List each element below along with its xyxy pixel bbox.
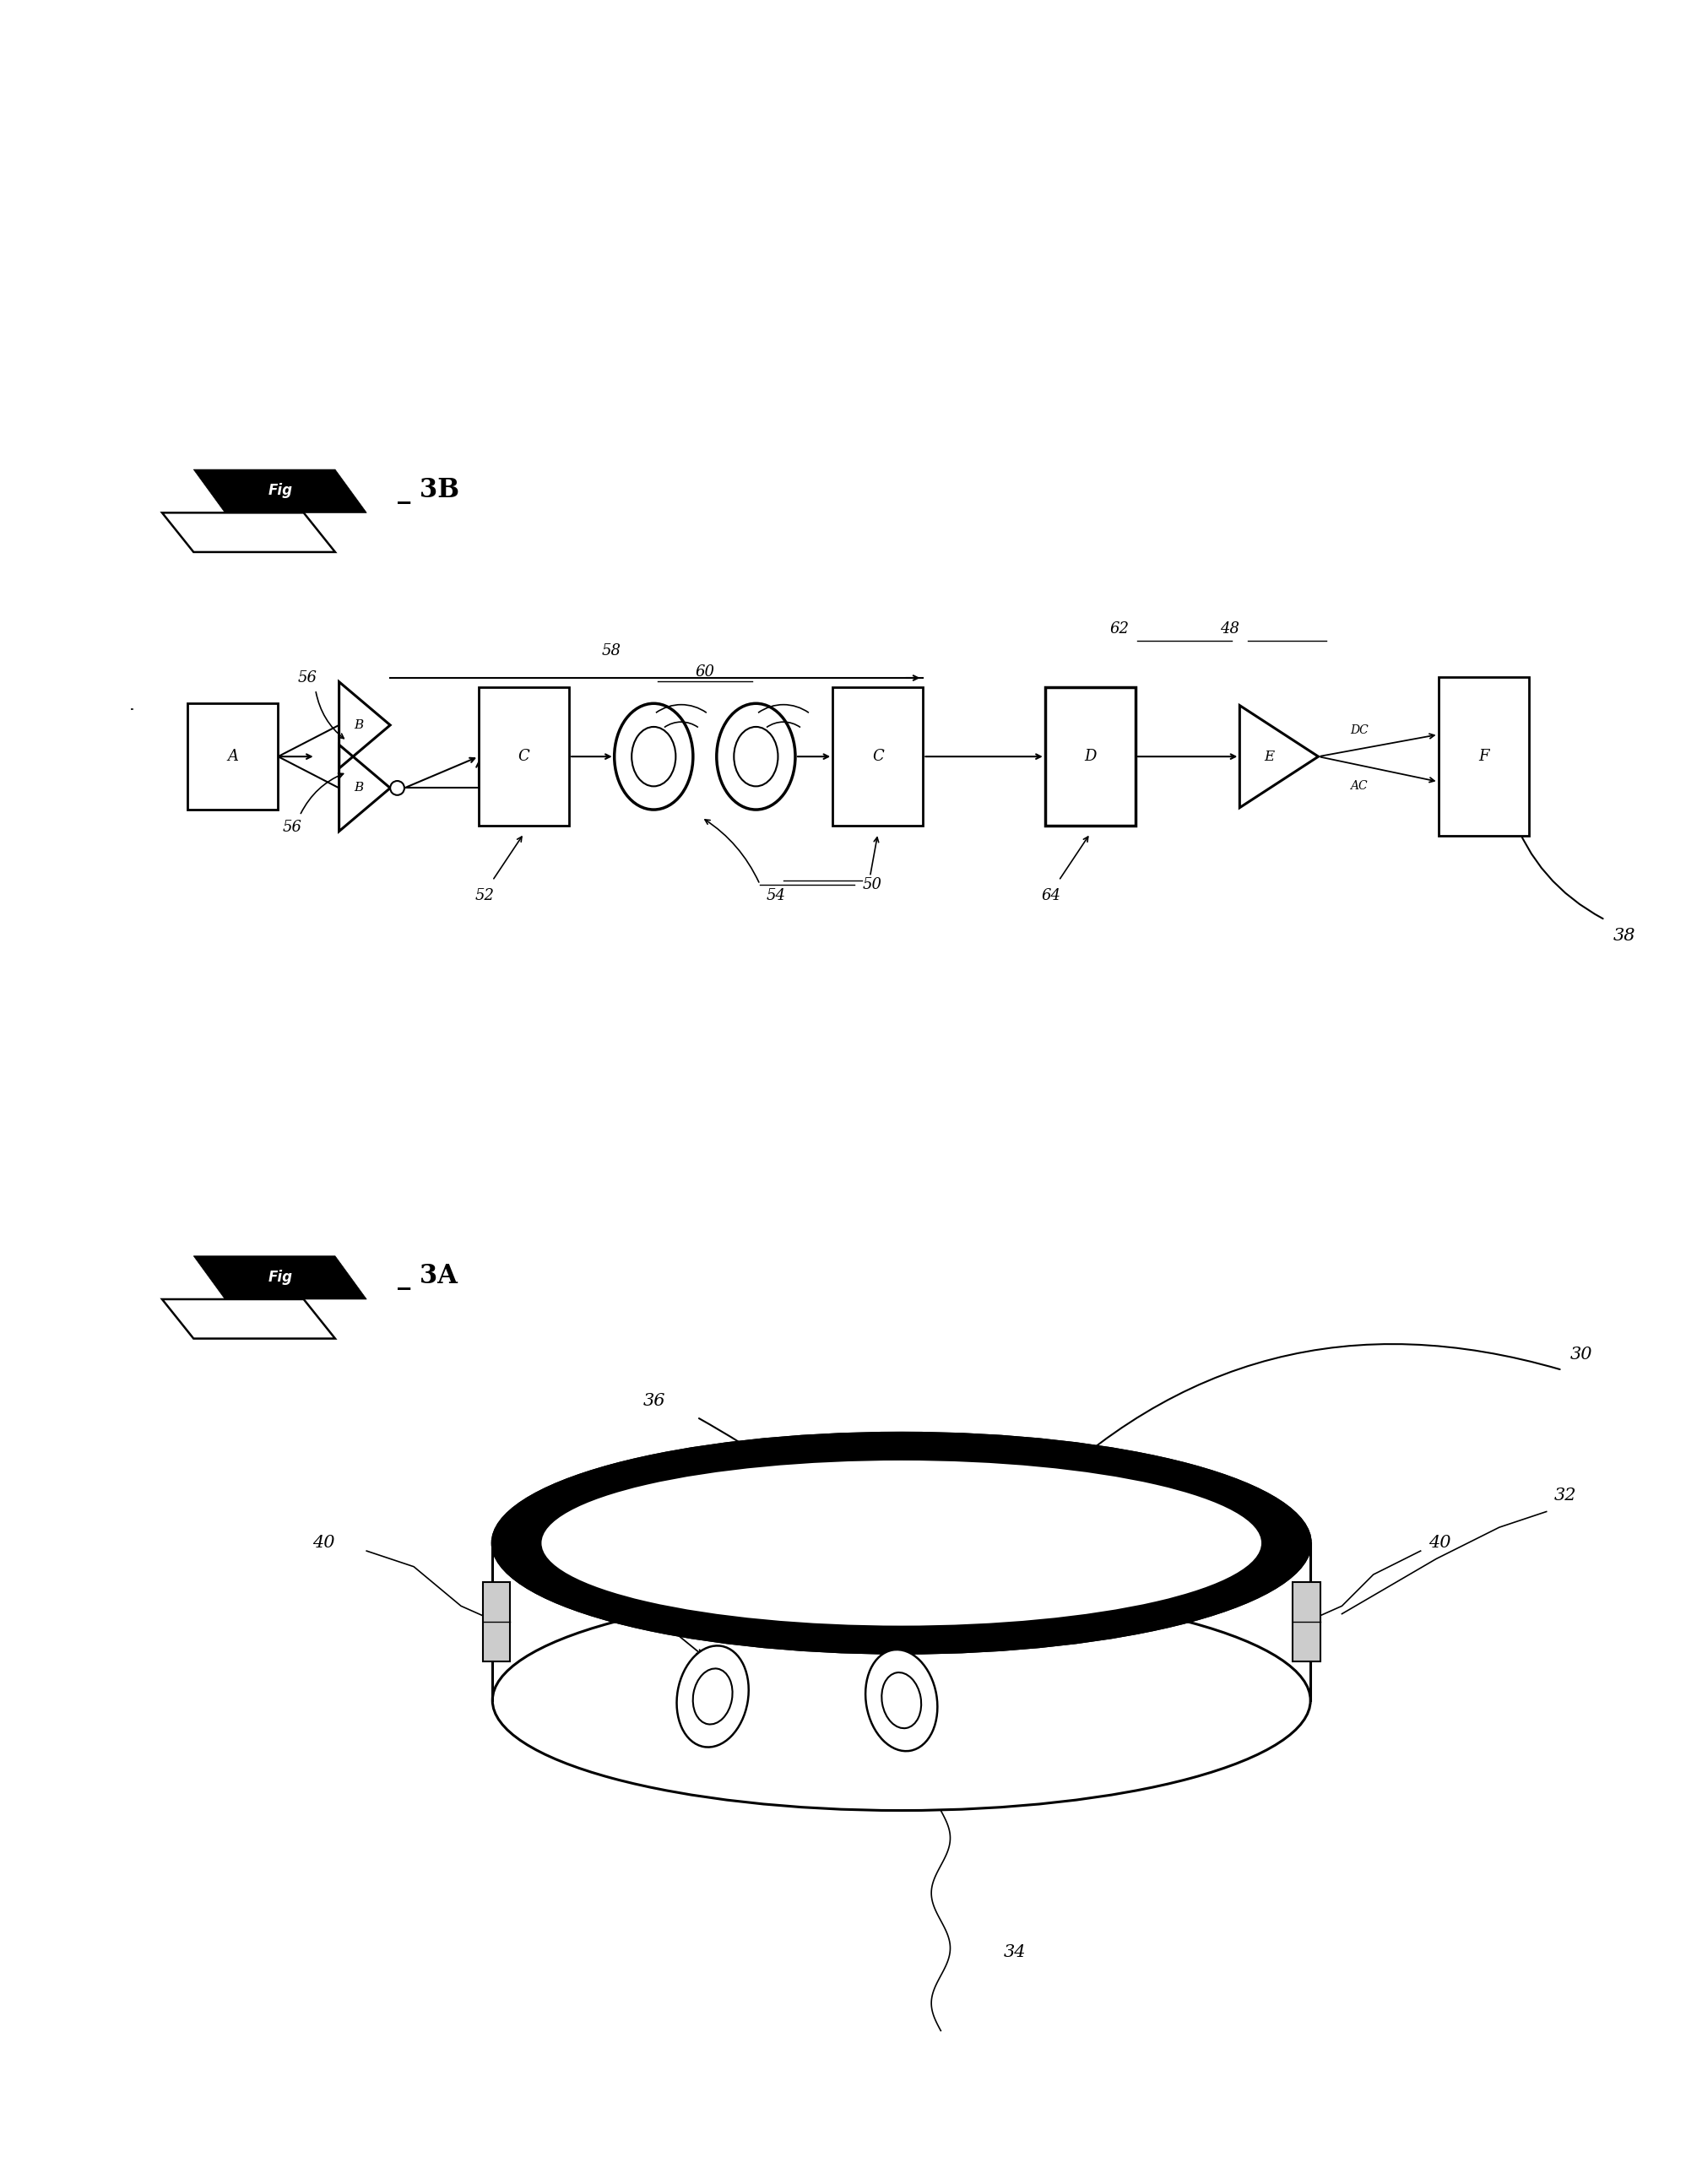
Ellipse shape: [492, 1433, 1310, 1653]
Text: 60: 60: [695, 664, 715, 679]
Text: 64: 64: [1042, 889, 1060, 904]
Text: 32: 32: [1554, 1487, 1576, 1505]
Text: Fig: Fig: [268, 483, 292, 498]
Text: 56: 56: [298, 670, 317, 686]
FancyBboxPatch shape: [187, 703, 278, 810]
Text: 58: 58: [602, 642, 620, 657]
FancyBboxPatch shape: [1293, 1583, 1320, 1662]
Text: 40: 40: [314, 1535, 336, 1551]
Ellipse shape: [676, 1647, 749, 1747]
Text: 34: 34: [1003, 1944, 1027, 1959]
Text: 52: 52: [475, 889, 494, 904]
FancyBboxPatch shape: [1438, 677, 1529, 836]
Text: C: C: [518, 749, 529, 764]
Text: C: C: [872, 749, 883, 764]
Text: _ 3B: _ 3B: [398, 478, 460, 505]
Text: 50: 50: [862, 876, 882, 891]
Text: D: D: [1084, 749, 1096, 764]
FancyBboxPatch shape: [1045, 688, 1135, 826]
Ellipse shape: [717, 703, 796, 810]
Text: 36: 36: [642, 1393, 666, 1409]
Circle shape: [389, 782, 405, 795]
Text: 38: 38: [1614, 928, 1635, 943]
Text: AC: AC: [1350, 780, 1367, 791]
Ellipse shape: [541, 1461, 1261, 1625]
Text: _ 3A: _ 3A: [398, 1265, 459, 1291]
FancyBboxPatch shape: [482, 1583, 511, 1662]
Text: 54: 54: [765, 889, 786, 904]
Polygon shape: [194, 470, 366, 513]
Text: Fig: Fig: [268, 1269, 292, 1284]
Text: 50: 50: [593, 1564, 612, 1579]
FancyBboxPatch shape: [833, 688, 922, 826]
Text: DC: DC: [1350, 725, 1367, 736]
Text: F: F: [1479, 749, 1489, 764]
Text: B: B: [354, 719, 362, 732]
Ellipse shape: [614, 703, 693, 810]
Ellipse shape: [865, 1649, 937, 1752]
Text: 50: 50: [821, 1559, 840, 1575]
Text: E: E: [1264, 749, 1275, 764]
Polygon shape: [194, 1256, 366, 1299]
FancyBboxPatch shape: [479, 688, 570, 826]
Text: 40: 40: [1428, 1535, 1452, 1551]
Text: 48: 48: [1221, 620, 1239, 636]
Text: B: B: [354, 782, 362, 795]
Text: 56: 56: [282, 819, 302, 834]
Text: 62: 62: [1109, 620, 1130, 636]
Text: 30: 30: [1570, 1345, 1592, 1363]
Text: A: A: [228, 749, 238, 764]
